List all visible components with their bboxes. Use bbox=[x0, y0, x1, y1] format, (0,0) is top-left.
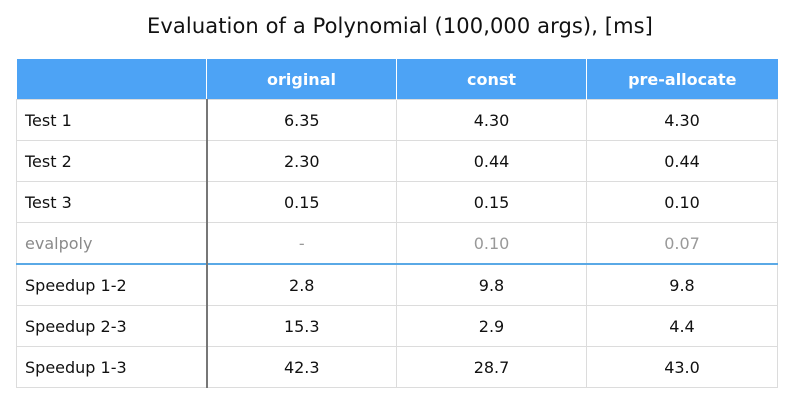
cell-pre-allocate: 0.44 bbox=[586, 140, 778, 182]
cell-original: 6.35 bbox=[206, 99, 397, 141]
cell-original: 0.15 bbox=[206, 181, 397, 223]
results-table: original const pre-allocate Test 1 6.35 … bbox=[16, 59, 778, 388]
cell-const: 2.9 bbox=[396, 305, 587, 347]
row-label: Test 3 bbox=[16, 181, 208, 223]
table-title: Evaluation of a Polynomial (100,000 args… bbox=[147, 14, 653, 38]
table-row-test-2: Test 2 2.30 0.44 0.44 bbox=[16, 140, 778, 182]
cell-pre-allocate: 9.8 bbox=[586, 263, 778, 306]
row-label: Test 1 bbox=[16, 99, 208, 141]
table-row-test-3: Test 3 0.15 0.15 0.10 bbox=[16, 181, 778, 223]
cell-const: 28.7 bbox=[396, 346, 587, 388]
header-cell-const: const bbox=[396, 59, 587, 100]
row-label: Speedup 1-3 bbox=[16, 346, 208, 388]
cell-pre-allocate: 43.0 bbox=[586, 346, 778, 388]
cell-const: 0.44 bbox=[396, 140, 587, 182]
cell-pre-allocate: 0.10 bbox=[586, 181, 778, 223]
table-row-evalpoly: evalpoly - 0.10 0.07 bbox=[16, 222, 778, 264]
cell-original: 2.30 bbox=[206, 140, 397, 182]
cell-pre-allocate: 4.4 bbox=[586, 305, 778, 347]
row-label: evalpoly bbox=[16, 222, 208, 264]
table-row-speedup-1-2: Speedup 1-2 2.8 9.8 9.8 bbox=[16, 263, 778, 306]
table-row-speedup-1-3: Speedup 1-3 42.3 28.7 43.0 bbox=[16, 346, 778, 388]
cell-pre-allocate: 4.30 bbox=[586, 99, 778, 141]
cell-pre-allocate: 0.07 bbox=[586, 222, 778, 264]
header-cell-original: original bbox=[206, 59, 397, 100]
cell-original: 2.8 bbox=[206, 263, 397, 306]
cell-original: 42.3 bbox=[206, 346, 397, 388]
table-row-speedup-2-3: Speedup 2-3 15.3 2.9 4.4 bbox=[16, 305, 778, 347]
header-row: original const pre-allocate bbox=[16, 59, 778, 100]
header-cell-pre-allocate: pre-allocate bbox=[586, 59, 778, 100]
row-label: Speedup 2-3 bbox=[16, 305, 208, 347]
cell-const: 0.10 bbox=[396, 222, 587, 264]
row-label: Test 2 bbox=[16, 140, 208, 182]
cell-original: 15.3 bbox=[206, 305, 397, 347]
cell-const: 0.15 bbox=[396, 181, 587, 223]
row-label: Speedup 1-2 bbox=[16, 263, 208, 306]
table-row-test-1: Test 1 6.35 4.30 4.30 bbox=[16, 99, 778, 141]
cell-const: 4.30 bbox=[396, 99, 587, 141]
header-cell-corner bbox=[16, 59, 207, 100]
cell-const: 9.8 bbox=[396, 263, 587, 306]
cell-original: - bbox=[206, 222, 397, 264]
